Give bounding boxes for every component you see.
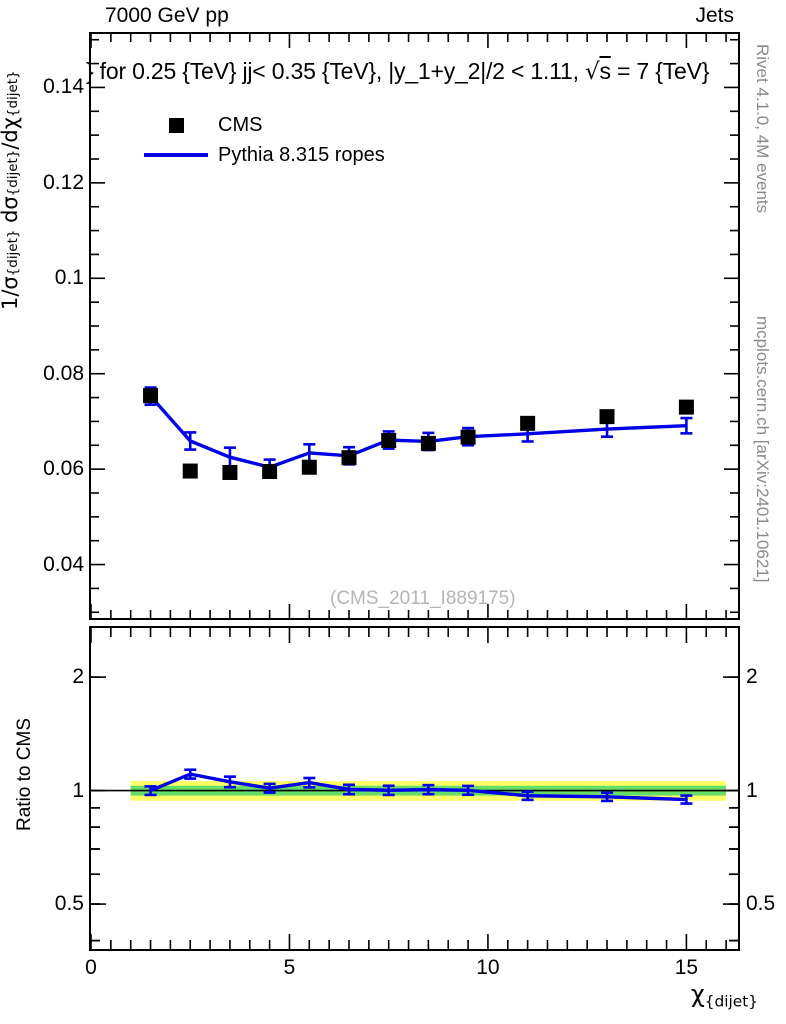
header-category-label: Jets — [695, 4, 734, 27]
rivet-version-credit: Rivet 4.1.0, 4M events — [753, 44, 772, 214]
ratio-y-tick-labels-left: 0.5 1 2 — [0, 626, 84, 951]
data-point-marker[interactable] — [420, 435, 436, 451]
ratio-series-line — [149, 772, 687, 802]
data-point-marker[interactable] — [678, 399, 694, 415]
data-point-marker[interactable] — [182, 463, 198, 479]
data-point-marker[interactable] — [262, 464, 278, 480]
y-tick-label: 0.1 — [54, 266, 84, 290]
ratio-y-tick-labels-right: 0.5 1 2 — [746, 626, 786, 951]
analysis-id-watermark: (CMS_2011_I889175) — [330, 588, 516, 609]
data-point-marker[interactable] — [599, 409, 615, 425]
x-axis-title: χ{dijet} — [690, 980, 758, 1011]
data-point-marker[interactable] — [381, 433, 397, 449]
legend-entry[interactable]: CMS — [140, 110, 385, 140]
data-point-marker[interactable] — [341, 450, 357, 466]
data-point-marker[interactable] — [222, 464, 238, 480]
legend-marker-square-icon — [140, 117, 212, 133]
y-tick-label: 0.06 — [43, 457, 84, 481]
legend[interactable]: CMS Pythia 8.315 ropes — [140, 110, 385, 170]
legend-entry[interactable]: Pythia 8.315 ropes — [140, 140, 385, 170]
legend-marker-line-icon — [140, 153, 212, 157]
ratio-y-tick-label: 0.5 — [54, 892, 84, 916]
x-tick-label: 15 — [674, 956, 699, 979]
legend-label: Pythia 8.315 ropes — [218, 143, 385, 166]
y-tick-label: 0.04 — [43, 552, 84, 576]
x-tick-label: 5 — [283, 956, 296, 979]
x-tick-label: 0 — [85, 956, 97, 979]
ratio-plot-panel[interactable] — [89, 626, 740, 951]
mc-series-line — [149, 395, 687, 470]
y-tick-label: 0.12 — [43, 170, 84, 194]
plot-title: } for 0.25 {TeV} jj< 0.35 {TeV}, |y_1+y_… — [86, 58, 710, 85]
ratio-y-tick-label-right: 1 — [746, 778, 758, 802]
main-y-axis-title: 1/σ{dijet} dσ{dijet}/dχ{dijet} — [0, 70, 22, 310]
ratio-y-tick-label: 1 — [72, 778, 84, 802]
y-tick-label: 0.14 — [43, 75, 84, 99]
legend-label: CMS — [218, 113, 263, 136]
header-beam-label: 7000 GeV pp — [105, 4, 229, 27]
x-tick-labels: 0 5 10 15 — [0, 956, 786, 986]
data-point-marker[interactable] — [520, 415, 536, 431]
y-tick-label: 0.08 — [43, 361, 84, 385]
main-y-tick-labels: 0.04 0.06 0.08 0.1 0.12 0.14 — [0, 32, 84, 620]
ratio-y-tick-label-right: 2 — [746, 665, 758, 689]
main-plot-panel[interactable] — [89, 32, 740, 620]
ratio-plot-canvas — [91, 628, 738, 949]
x-tick-label: 10 — [476, 956, 500, 979]
ratio-y-tick-label-right: 0.5 — [746, 892, 776, 916]
data-point-marker[interactable] — [460, 429, 476, 445]
ratio-y-axis-title: Ratio to CMS — [14, 718, 35, 831]
mcplots-source-credit: mcplots.cern.ch [arXiv:2401.10621] — [753, 316, 772, 583]
data-point-marker[interactable] — [301, 459, 317, 475]
ratio-y-tick-label: 2 — [72, 665, 84, 689]
main-plot-canvas — [91, 34, 738, 618]
